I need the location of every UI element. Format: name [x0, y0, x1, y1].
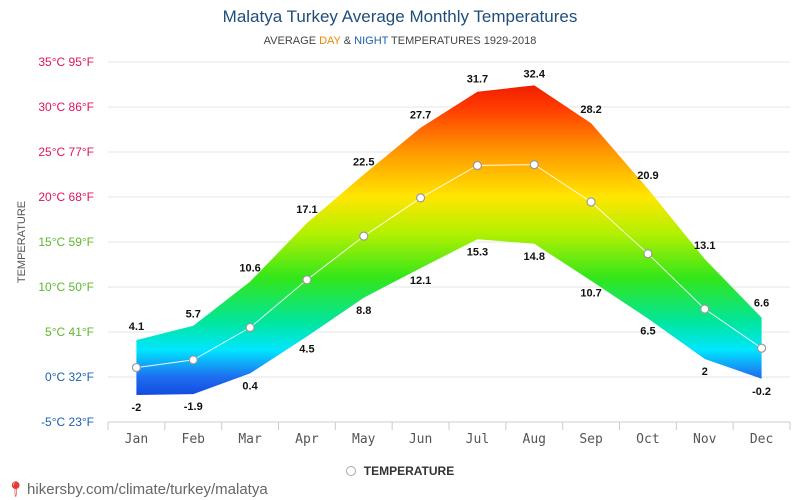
subtitle-prefix: AVERAGE — [263, 35, 320, 47]
source-url: hikersby.com/climate/turkey/malatya — [27, 481, 268, 498]
day-value-label: 10.6 — [239, 263, 260, 275]
x-tick-label: May — [352, 432, 376, 447]
night-value-label: 12.1 — [410, 275, 431, 287]
night-value-label: -2 — [132, 402, 142, 414]
temperature-point — [643, 249, 653, 259]
night-value-label: 0.4 — [242, 380, 258, 392]
x-tick-label: Jun — [409, 432, 432, 447]
day-value-label: 31.7 — [467, 74, 488, 86]
day-value-label: 32.4 — [524, 68, 546, 80]
temperature-point — [472, 160, 483, 171]
x-tick-label: Dec — [750, 432, 773, 447]
source-link[interactable]: 📍︎ hikersby.com/climate/turkey/malatya — [6, 480, 268, 498]
temperature-point — [359, 231, 369, 241]
subtitle-day: DAY — [319, 35, 341, 47]
x-tick-label: Aug — [523, 432, 546, 447]
x-tick-label: Nov — [693, 432, 717, 447]
temperature-point — [131, 362, 142, 373]
y-tick-label: 35°C 95°F — [38, 55, 94, 69]
legend-marker-icon — [345, 466, 356, 476]
legend-label: TEMPERATURE — [363, 464, 455, 478]
temperature-point — [586, 197, 596, 207]
temperature-point — [529, 160, 539, 170]
night-value-label: 2 — [702, 366, 708, 378]
night-value-label: 10.7 — [580, 288, 601, 300]
temperature-range-area — [136, 85, 762, 396]
night-value-label: 6.5 — [640, 326, 655, 338]
chart-subtitle: AVERAGE DAY & NIGHT TEMPERATURES 1929-20… — [0, 35, 800, 47]
night-value-label: 4.5 — [299, 344, 314, 356]
y-tick-label: 5°C 41°F — [45, 325, 94, 339]
y-tick-label: 25°C 77°F — [38, 145, 94, 159]
subtitle-suffix: TEMPERATURES 1929-2018 — [388, 35, 537, 47]
day-value-label: 4.1 — [129, 321, 144, 333]
subtitle-and: & — [340, 35, 355, 47]
day-value-label: 13.1 — [694, 240, 715, 252]
x-tick-label: Jul — [466, 432, 489, 447]
day-value-label: 22.5 — [353, 157, 374, 169]
y-tick-label: 10°C 50°F — [38, 280, 94, 294]
x-tick-label: Sep — [579, 432, 603, 447]
temperature-point — [188, 355, 198, 365]
day-value-label: 6.6 — [754, 298, 769, 310]
x-tick-label: Feb — [182, 432, 206, 447]
temperature-point — [415, 193, 426, 203]
temperature-line — [136, 164, 762, 369]
y-tick-label: 15°C 59°F — [38, 235, 94, 249]
x-tick-label: Mar — [238, 432, 262, 447]
temperature-point — [700, 304, 710, 314]
temperature-point — [245, 322, 255, 333]
day-value-label: 5.7 — [186, 309, 201, 321]
day-value-label: 27.7 — [410, 110, 431, 122]
chart-title: Malatya Turkey Average Monthly Temperatu… — [222, 7, 578, 26]
x-tick-label: Oct — [636, 432, 659, 447]
night-value-label: 14.8 — [524, 251, 545, 263]
day-value-label: 28.2 — [580, 104, 601, 116]
chart-legend[interactable]: TEMPERATURE — [0, 464, 800, 478]
x-tick-label: Apr — [295, 432, 319, 447]
subtitle-night: NIGHT — [354, 35, 389, 47]
night-value-label: -1.9 — [184, 401, 203, 413]
temperature-point — [756, 343, 767, 353]
y-tick-label: 30°C 86°F — [38, 100, 94, 114]
y-tick-label: 20°C 68°F — [38, 190, 94, 204]
night-value-label: 15.3 — [467, 246, 488, 258]
y-tick-label: -5°C 23°F — [41, 415, 94, 429]
night-value-label: -0.2 — [752, 386, 771, 398]
y-tick-label: 0°C 32°F — [45, 370, 94, 384]
temperature-point — [302, 275, 312, 285]
day-value-label: 17.1 — [296, 204, 317, 216]
night-value-label: 8.8 — [356, 305, 371, 317]
day-value-label: 20.9 — [637, 170, 658, 182]
location-pin-icon: 📍︎ — [6, 481, 26, 498]
y-axis-title: TEMPERATURE — [16, 201, 28, 283]
x-tick-label: Jan — [125, 432, 148, 447]
